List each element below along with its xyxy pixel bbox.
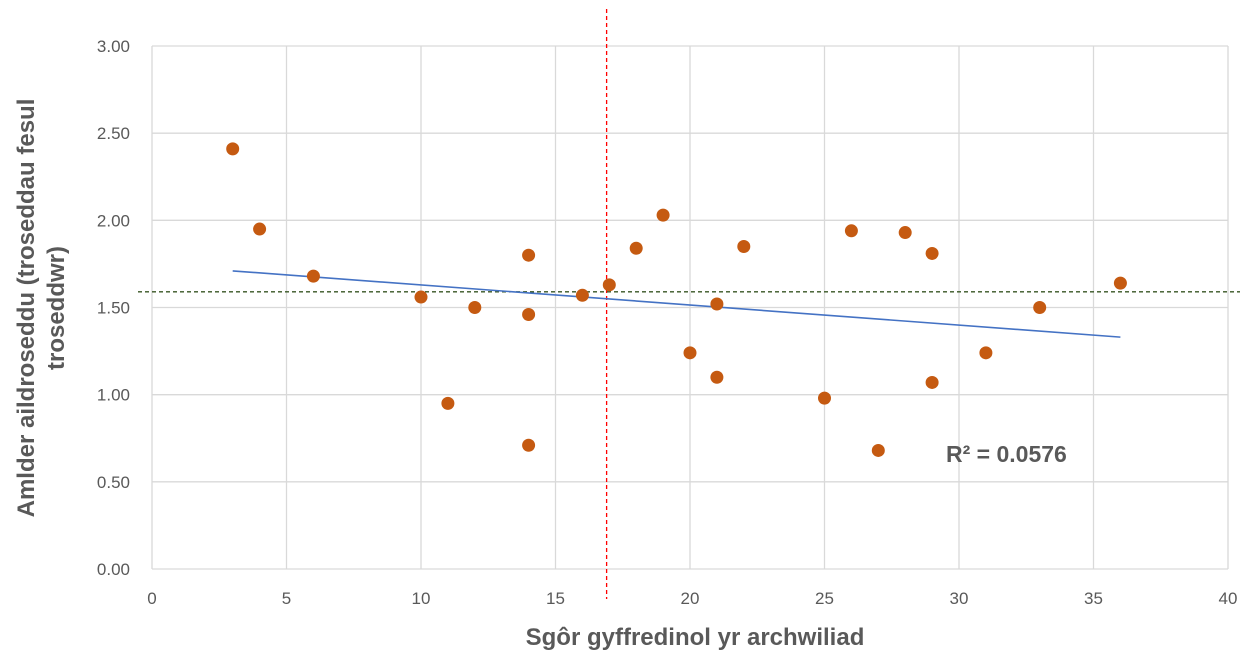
data-point [602,278,616,292]
gridlines [151,45,1229,570]
x-tick-label: 40 [1219,589,1238,608]
data-point [979,346,993,360]
data-point [629,241,643,255]
x-axis-title: Sgôr gyffredinol yr archwiliad [526,624,865,651]
data-point [468,301,482,314]
data-point [522,307,536,321]
data-point [656,208,670,222]
r-squared-label: R² = 0.0576 [946,441,1067,467]
data-point [414,290,428,304]
y-tick-label: 0.50 [97,473,130,492]
x-tick-label: 10 [412,589,431,608]
data-point [253,222,267,236]
y-axis-title-line-2: troseddwr) [43,246,70,370]
data-point [737,239,751,253]
data-point [522,438,536,452]
data-point [710,297,724,311]
y-tick-label: 2.50 [97,124,130,143]
data-point [522,248,536,262]
y-axis-title: Amlder aildroseddu (troseddau fesul tros… [13,99,70,518]
x-axis-ticks: 0 5 10 15 20 25 30 35 40 [147,589,1237,608]
data-point [226,142,240,156]
x-tick-label: 15 [546,589,565,608]
data-point [925,246,939,260]
x-tick-label: 35 [1084,589,1103,608]
y-tick-label: 2.00 [97,211,130,230]
data-point [306,269,320,283]
data-point [925,375,939,389]
x-tick-label: 20 [681,589,700,608]
y-tick-label: 0.00 [97,560,130,579]
data-point [575,288,589,302]
linear-trendline [232,270,1121,338]
x-tick-label: 5 [282,589,291,608]
y-tick-label: 1.00 [97,386,130,405]
y-tick-label: 3.00 [97,37,130,56]
data-point [1113,276,1127,290]
x-tick-label: 30 [950,589,969,608]
y-tick-label: 1.50 [97,299,130,318]
data-points [226,142,1127,457]
x-tick-label: 0 [147,589,156,608]
data-point [441,396,455,410]
data-point [683,346,697,360]
y-axis-ticks: 0.00 0.50 1.00 1.50 2.00 2.50 3.00 [97,37,130,579]
y-axis-title-line-1: Amlder aildroseddu (troseddau fesul [13,99,40,518]
data-point [1033,301,1047,314]
data-point [898,226,912,240]
data-point [818,391,831,405]
data-point [710,370,724,384]
data-point [844,224,858,238]
data-point [871,443,885,457]
x-tick-label: 25 [815,589,834,608]
